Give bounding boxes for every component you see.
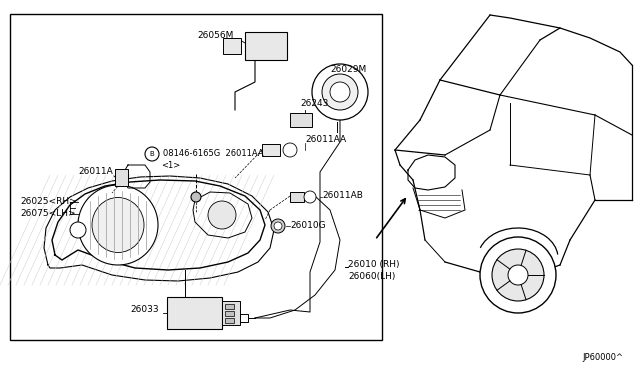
Text: 26025<RH>: 26025<RH> [20, 198, 77, 206]
Text: 26060(LH): 26060(LH) [348, 273, 396, 282]
Text: 26011AA: 26011AA [305, 135, 346, 144]
Circle shape [145, 147, 159, 161]
Bar [290, 113, 312, 127]
Circle shape [208, 201, 236, 229]
Text: 26033: 26033 [130, 305, 159, 314]
Circle shape [274, 222, 282, 230]
Circle shape [271, 219, 285, 233]
Bar [115, 169, 128, 186]
Text: 26243: 26243 [300, 99, 328, 108]
Circle shape [480, 237, 556, 313]
Bar [225, 311, 234, 316]
Bar [222, 301, 240, 325]
Circle shape [492, 249, 544, 301]
Bar [225, 318, 234, 323]
Circle shape [283, 143, 297, 157]
Bar [10, 14, 382, 340]
Bar [262, 144, 280, 156]
Ellipse shape [92, 198, 144, 253]
Circle shape [78, 185, 158, 265]
Text: JP60000^: JP60000^ [582, 353, 623, 362]
Circle shape [330, 82, 350, 102]
Circle shape [508, 265, 528, 285]
Bar [240, 314, 248, 322]
Bar [245, 32, 287, 60]
Text: 26056M: 26056M [197, 32, 234, 41]
Bar [223, 38, 241, 54]
Text: B: B [150, 151, 154, 157]
Text: 26011A: 26011A [78, 167, 113, 176]
Circle shape [312, 64, 368, 120]
Bar [225, 304, 234, 309]
Circle shape [304, 191, 316, 203]
Bar [167, 297, 222, 329]
Text: 26011AB: 26011AB [322, 190, 363, 199]
Text: 26010 (RH): 26010 (RH) [348, 260, 399, 269]
Circle shape [322, 74, 358, 110]
Circle shape [70, 222, 86, 238]
Circle shape [191, 192, 201, 202]
Text: 26010G: 26010G [290, 221, 326, 231]
Bar [290, 192, 304, 202]
Text: 08146-6165G  26011AA: 08146-6165G 26011AA [163, 150, 264, 158]
Text: 26029M: 26029M [330, 65, 366, 74]
Text: <1>: <1> [161, 161, 180, 170]
Text: 26075<LH>: 26075<LH> [20, 209, 76, 218]
